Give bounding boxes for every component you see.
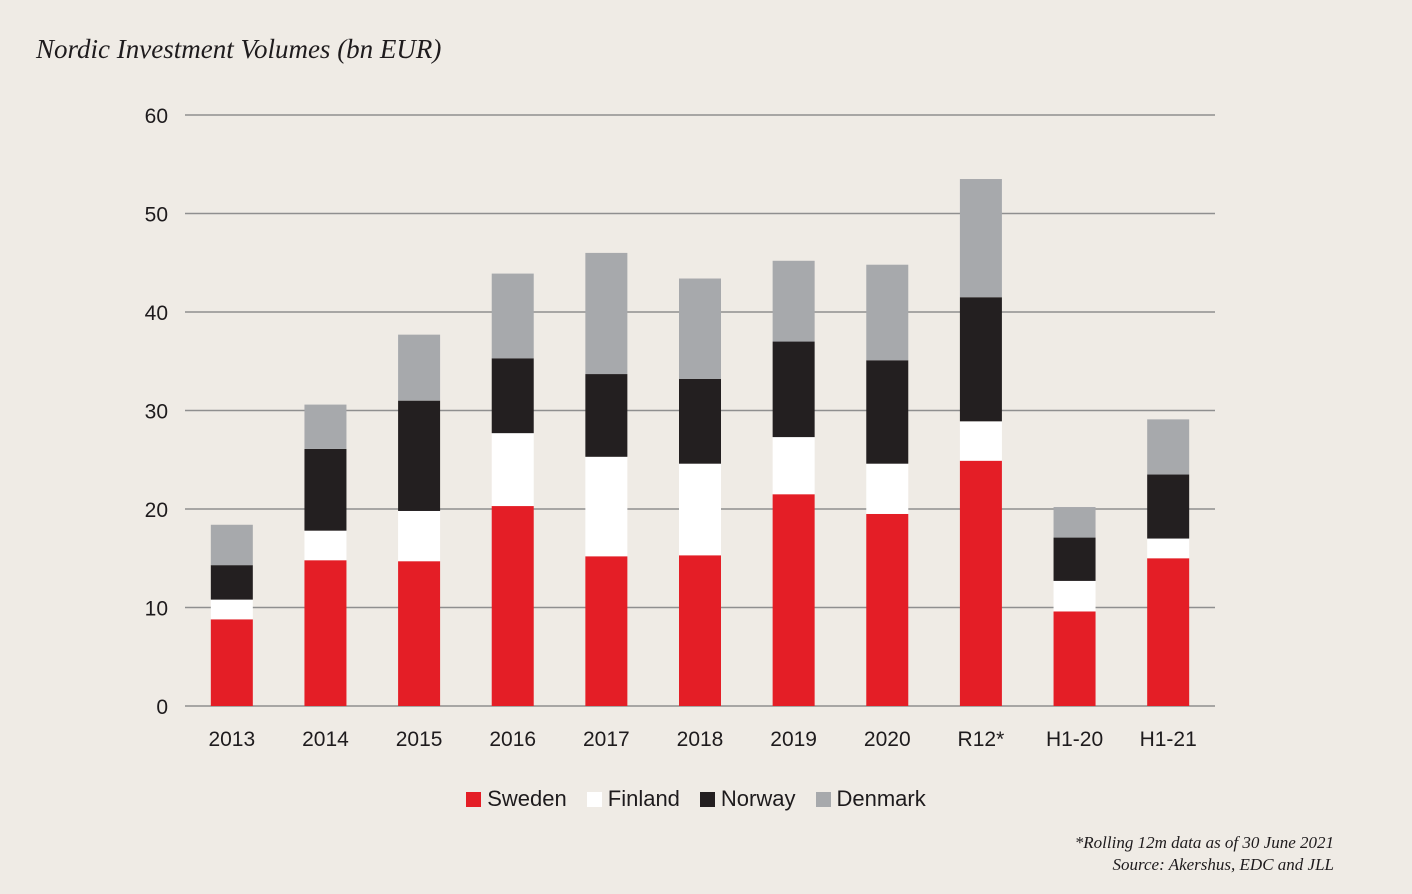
bar-segment-denmark <box>491 273 534 359</box>
bar-segment-denmark <box>772 260 815 342</box>
bar-segment-sweden <box>959 460 1002 706</box>
bar-segment-denmark <box>1147 419 1190 475</box>
bar-segment-finland <box>866 463 909 514</box>
y-tick-label: 20 <box>145 499 168 522</box>
bar-segment-norway <box>304 448 347 531</box>
bar-segment-sweden <box>1147 558 1190 706</box>
x-tick-label: R12* <box>958 728 1005 751</box>
y-tick-label: 30 <box>145 401 168 424</box>
legend-item-denmark: Denmark <box>815 786 926 812</box>
bar-segment-finland <box>585 456 628 557</box>
x-tick-label: H1-20 <box>1046 728 1103 751</box>
bar-segment-finland <box>772 437 815 495</box>
y-tick-label: 10 <box>145 598 168 621</box>
x-tick-label: 2014 <box>302 728 349 751</box>
bar-segment-denmark <box>866 264 909 361</box>
bar-segment-denmark <box>959 179 1002 298</box>
footnote-rolling: *Rolling 12m data as of 30 June 2021 <box>1074 833 1334 852</box>
bar-segment-denmark <box>398 334 441 401</box>
legend-swatch-denmark <box>815 791 831 807</box>
legend-swatch-finland <box>586 791 602 807</box>
legend-label-norway: Norway <box>720 786 796 811</box>
y-tick-label: 60 <box>145 105 168 128</box>
bar-segment-finland <box>491 433 534 507</box>
bar-segment-norway <box>679 378 721 464</box>
bar-segment-norway <box>1053 537 1096 581</box>
bar-segment-finland <box>1147 538 1190 559</box>
legend-swatch-sweden <box>466 791 482 807</box>
x-tick-label: 2015 <box>396 728 443 751</box>
y-tick-label: 40 <box>145 302 168 325</box>
bar-segment-norway <box>866 360 909 464</box>
x-tick-label: 2018 <box>677 728 724 751</box>
x-tick-label: 2013 <box>208 728 255 751</box>
bar-segment-finland <box>959 421 1002 461</box>
bar-segment-finland <box>1053 580 1096 612</box>
y-tick-label: 0 <box>156 696 168 719</box>
x-tick-label: 2016 <box>489 728 536 751</box>
bar-segment-denmark <box>679 278 721 379</box>
bar-segment-sweden <box>491 506 534 706</box>
bar-segment-norway <box>1147 474 1190 539</box>
bar-segment-denmark <box>304 404 347 449</box>
chart-title: Nordic Investment Volumes (bn EUR) <box>36 34 442 64</box>
bar-segment-finland <box>304 530 347 561</box>
chart-legend: Sweden Finland Norway Denmark <box>0 786 1392 812</box>
bar-segment-finland <box>679 463 721 556</box>
bar-segment-norway <box>585 374 628 457</box>
bar-segment-sweden <box>772 494 815 706</box>
legend-item-finland: Finland <box>586 786 680 812</box>
x-tick-label: 2019 <box>770 728 817 751</box>
bar-segment-norway <box>491 358 534 434</box>
bar-segment-finland <box>398 510 441 562</box>
bar-segment-denmark <box>585 252 628 375</box>
bar-segment-denmark <box>1053 507 1096 538</box>
bar-segment-sweden <box>1053 611 1096 706</box>
bar-segment-sweden <box>866 513 909 706</box>
bar-segment-sweden <box>210 619 253 706</box>
y-tick-label: 50 <box>145 204 168 227</box>
legend-label-finland: Finland <box>607 786 680 811</box>
x-tick-label: 2017 <box>583 728 630 751</box>
bar-segment-norway <box>398 400 441 511</box>
bar-segment-norway <box>772 341 815 438</box>
footnote-source: Source: Akershus, EDC and JLL <box>1112 855 1334 874</box>
x-tick-label: H1-21 <box>1140 728 1197 751</box>
bar-segment-sweden <box>679 555 721 706</box>
legend-item-norway: Norway <box>699 786 796 812</box>
bar-segment-norway <box>959 297 1002 422</box>
bar-segment-sweden <box>398 561 441 706</box>
bar-segment-finland <box>210 599 253 620</box>
bar-segment-sweden <box>304 560 347 706</box>
legend-swatch-norway <box>699 791 715 807</box>
legend-label-denmark: Denmark <box>836 786 926 811</box>
footnote: *Rolling 12m data as of 30 June 2021 Sou… <box>1075 832 1334 876</box>
bar-segment-denmark <box>210 524 253 566</box>
legend-item-sweden: Sweden <box>466 786 567 812</box>
legend-label-sweden: Sweden <box>487 786 567 811</box>
bar-segment-sweden <box>585 556 628 706</box>
bar-segment-norway <box>210 565 253 600</box>
x-tick-label: 2020 <box>864 728 911 751</box>
